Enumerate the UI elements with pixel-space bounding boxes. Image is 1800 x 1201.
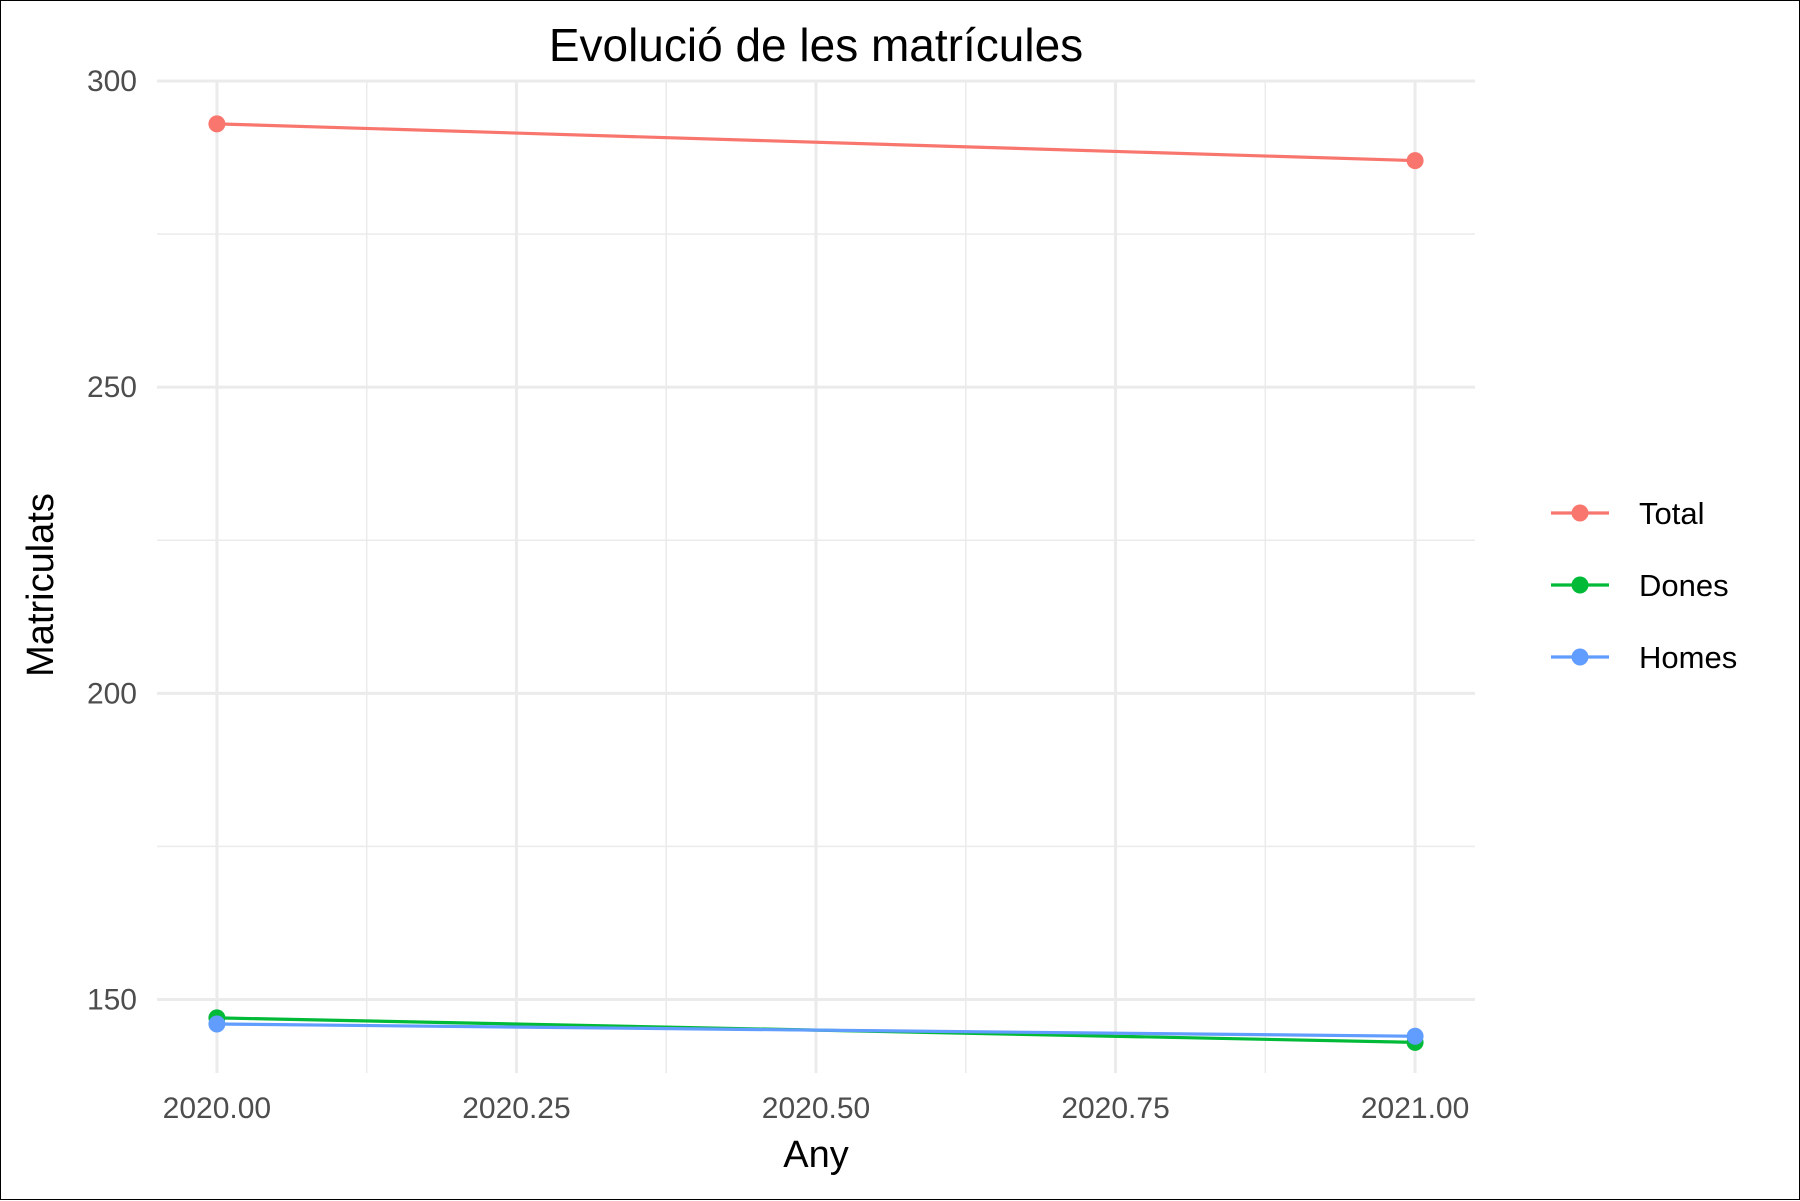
legend-label: Total [1639,496,1704,531]
y-axis-title: Matriculats [20,493,62,677]
legend-label: Homes [1639,640,1737,675]
x-axis-title: Any [783,1134,848,1176]
chart-title: Evolució de les matrícules [549,19,1083,71]
x-tick-label: 2020.50 [762,1092,870,1125]
legend-key-point [1571,576,1589,594]
legend-item-homes: Homes [1551,640,1737,675]
tick-labels: 2020.00 2020.25 2020.50 2020.75 2021.00 150 20… [87,65,1469,1125]
y-tick-label: 150 [87,984,137,1017]
major-gridlines [157,79,1475,1073]
y-tick-label: 300 [87,65,137,98]
data-point-homes [208,1015,226,1033]
series-line-total [216,122,1416,163]
x-tick-label: 2021.00 [1361,1092,1469,1125]
data-point-total [1406,152,1424,170]
y-tick-label: 250 [87,371,137,404]
legend-key-point [1571,504,1589,522]
x-tick-label: 2020.75 [1061,1092,1169,1125]
legend-item-dones: Dones [1551,568,1729,603]
legend-key-point [1571,648,1589,666]
legend-label: Dones [1639,568,1729,603]
data-point-total [208,115,226,133]
legend: Total Dones Homes [1551,496,1737,675]
x-tick-label: 2020.25 [462,1092,570,1125]
series-layer [208,115,1424,1051]
x-tick-label: 2020.00 [163,1092,271,1125]
series-line-homes [216,1022,1416,1038]
data-point-homes [1406,1027,1424,1045]
y-tick-label: 200 [87,677,137,710]
legend-item-total: Total [1551,496,1704,531]
